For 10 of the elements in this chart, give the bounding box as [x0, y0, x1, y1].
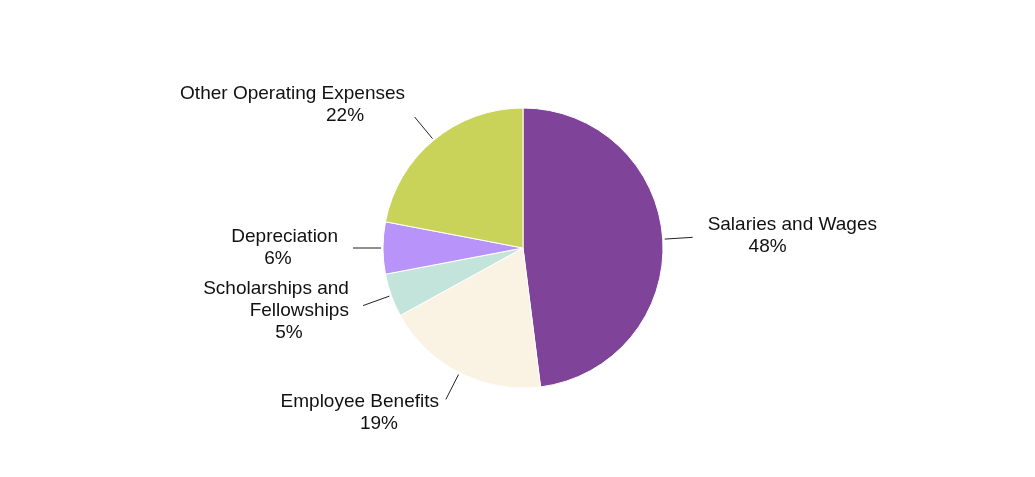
data-label: 19% [360, 411, 399, 433]
data-label: 22% [326, 104, 365, 126]
data-label: 48% [748, 235, 787, 257]
slice-label: Other Operating Expenses [180, 82, 406, 104]
data-label: 6% [264, 247, 292, 269]
slice-label: Scholarships and Fellowships [203, 276, 349, 320]
slice-label: Salaries and Wages [707, 213, 877, 235]
slice-label: Depreciation [231, 225, 338, 247]
slice-label: Employee Benefits [280, 389, 440, 411]
data-label: 5% [275, 320, 303, 342]
